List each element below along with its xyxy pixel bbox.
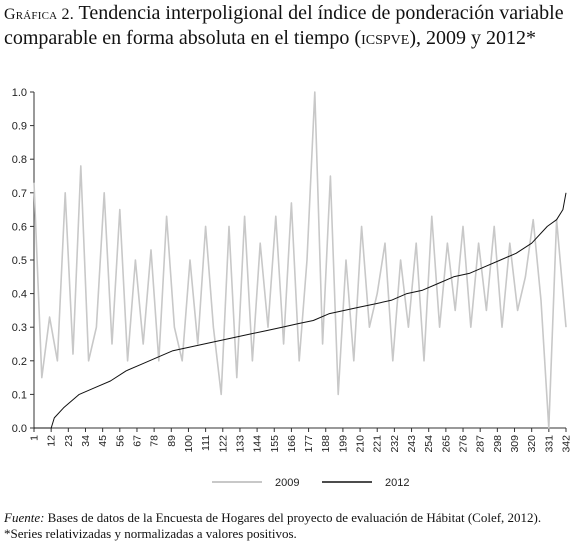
x-tick-label: 243: [406, 435, 418, 453]
y-tick-label: 0.3: [12, 322, 27, 334]
y-tick-label: 0.4: [12, 289, 27, 301]
chart-title-prefix: Gráfica 2.: [4, 6, 74, 23]
y-tick-label: 1.0: [12, 87, 27, 99]
chart-title-main: Tendencia interpoligional del índice de …: [4, 2, 564, 49]
y-tick-label: 0.0: [12, 423, 27, 435]
x-tick-label: 89: [166, 435, 178, 447]
y-tick-label: 0.1: [12, 389, 27, 401]
x-tick-label: 188: [320, 435, 332, 453]
source-label: Fuente:: [4, 510, 45, 525]
x-tick-label: 254: [423, 435, 435, 453]
chart-title-abbreviation: icspve: [361, 26, 410, 49]
x-tick-label: 331: [543, 435, 555, 453]
x-tick-label: 23: [63, 435, 75, 447]
x-tick-label: 298: [492, 435, 504, 453]
x-tick-label: 309: [509, 435, 521, 453]
x-tick-label: 177: [303, 435, 315, 453]
chart-title: Gráfica 2. Tendencia interpoligional del…: [4, 2, 576, 49]
x-tick-label: 210: [355, 435, 367, 453]
x-tick-label: 199: [337, 435, 349, 453]
x-tick-label: 320: [526, 435, 538, 453]
x-tick-label: 12: [46, 435, 58, 447]
x-tick-label: 34: [80, 435, 92, 447]
series-line-2012: [34, 192, 567, 429]
y-tick-label: 0.6: [12, 221, 27, 233]
chart-footer: Fuente: Bases de datos de la Encuesta de…: [4, 510, 576, 542]
source-text: Bases de datos de la Encuesta de Hogares…: [44, 510, 542, 525]
x-tick-label: 78: [149, 435, 161, 447]
series-line-2009: [33, 91, 567, 429]
x-tick-label: 67: [131, 435, 143, 447]
x-tick-label: 111: [200, 435, 212, 451]
x-tick-label: 122: [217, 435, 229, 453]
legend-label-2009: 2009: [275, 477, 299, 489]
chart-title-end: ), 2009 y 2012*: [409, 26, 536, 49]
x-tick-label: 265: [440, 435, 452, 453]
y-tick-label: 0.8: [12, 154, 27, 166]
x-tick-label: 45: [97, 435, 109, 447]
y-tick-label: 0.5: [12, 255, 27, 267]
x-tick-label: 276: [458, 435, 470, 453]
x-tick-label: 1: [29, 435, 41, 441]
x-tick-label: 133: [234, 435, 246, 453]
plot-area: 0.0 0.1 0.2 0.3 0.4 0.5 0.6 0.7 0.8 0.9 1.0 1 12 23 34…: [12, 87, 573, 489]
x-tick-label: 100: [183, 435, 195, 453]
x-tick-label: 166: [286, 435, 298, 453]
x-tick-label: 342: [561, 435, 573, 453]
x-tick-label: 56: [114, 435, 126, 447]
x-tick-label: 155: [269, 435, 281, 453]
line-chart: 0.0 0.1 0.2 0.3 0.4 0.5 0.6 0.7 0.8 0.9 1.0 1 12 23 34…: [12, 87, 573, 489]
x-tick-label: 144: [252, 435, 264, 453]
y-tick-label: 0.2: [12, 356, 27, 368]
x-tick-label: 221: [372, 435, 384, 453]
source-note: Fuente: Bases de datos de la Encuesta de…: [4, 510, 576, 526]
x-tick-label: 232: [389, 435, 401, 453]
y-tick-label: 0.7: [12, 188, 27, 200]
y-tick-label: 0.9: [12, 121, 27, 133]
x-tick-label: 287: [475, 435, 487, 453]
series-note: *Series relativizadas y normalizadas a v…: [4, 526, 297, 541]
legend-label-2012: 2012: [385, 477, 409, 489]
